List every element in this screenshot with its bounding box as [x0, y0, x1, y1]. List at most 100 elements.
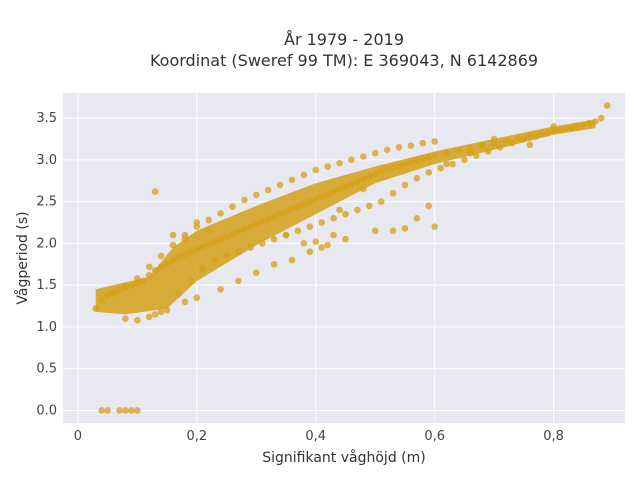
- x-axis-ticks: 0 0,2 0,4 0,6 0,8: [74, 429, 564, 444]
- data-point: [300, 171, 308, 179]
- data-point: [163, 306, 171, 314]
- y-tick-label: 3.0: [36, 153, 57, 168]
- data-point: [383, 146, 391, 154]
- y-tick-label: 3.5: [36, 111, 57, 126]
- data-point: [169, 241, 177, 249]
- data-point: [134, 275, 141, 282]
- data-point: [318, 193, 325, 200]
- data-point: [175, 290, 183, 297]
- data-point: [223, 233, 230, 240]
- data-point: [580, 121, 587, 129]
- data-point: [193, 294, 201, 301]
- point-density-band: [95, 119, 596, 315]
- data-point: [526, 141, 534, 149]
- data-point: [478, 141, 486, 149]
- data-point: [431, 152, 438, 159]
- y-tick-label: 0.5: [36, 362, 57, 377]
- data-point: [98, 296, 105, 304]
- data-points: [92, 102, 611, 414]
- data-point: [181, 298, 189, 306]
- data-point: [235, 228, 242, 235]
- data-point: [252, 220, 260, 228]
- data-point: [324, 163, 331, 170]
- data-point: [264, 186, 272, 194]
- data-point: [377, 198, 385, 205]
- data-point: [247, 244, 254, 251]
- data-point: [116, 286, 123, 293]
- data-point: [300, 240, 308, 247]
- data-point: [342, 183, 349, 190]
- data-point: [128, 281, 135, 289]
- data-point: [324, 241, 331, 249]
- data-point: [122, 315, 129, 322]
- data-point: [110, 290, 117, 297]
- data-point: [490, 135, 498, 143]
- data-point: [603, 102, 611, 109]
- data-point: [591, 118, 599, 125]
- data-point: [413, 157, 421, 164]
- data-point: [181, 250, 189, 258]
- data-point: [514, 134, 522, 142]
- data-point: [276, 210, 284, 218]
- data-point: [282, 231, 290, 239]
- data-point: [431, 138, 438, 145]
- data-point: [371, 149, 379, 157]
- data-point: [276, 181, 284, 189]
- x-tick-label: 0,6: [424, 429, 445, 444]
- data-point: [401, 181, 409, 189]
- data-point: [360, 153, 367, 160]
- data-point: [568, 124, 575, 132]
- data-point: [145, 313, 153, 321]
- data-point: [389, 189, 397, 197]
- data-point: [252, 269, 260, 276]
- data-point: [306, 248, 314, 256]
- data-point: [336, 185, 343, 193]
- data-point: [235, 248, 242, 256]
- y-tick-label: 1.5: [36, 278, 57, 293]
- y-tick-label: 2.5: [36, 195, 57, 210]
- data-point: [371, 170, 379, 178]
- x-tick-label: 0: [74, 429, 82, 444]
- data-point: [312, 195, 320, 203]
- data-point: [443, 149, 450, 157]
- data-point: [169, 256, 177, 264]
- data-point: [175, 253, 183, 261]
- data-point: [354, 206, 361, 214]
- data-point: [157, 263, 165, 271]
- data-point: [205, 240, 213, 248]
- data-point: [502, 137, 510, 144]
- y-tick-label: 2.0: [36, 236, 57, 251]
- data-point: [407, 159, 415, 166]
- data-point: [294, 203, 302, 210]
- data-point: [461, 156, 468, 164]
- data-point: [425, 154, 433, 161]
- data-point: [532, 133, 540, 140]
- data-point: [520, 135, 528, 143]
- data-point: [318, 219, 325, 226]
- data-point: [413, 215, 421, 222]
- data-point: [139, 277, 147, 285]
- data-point: [294, 227, 302, 235]
- data-point: [365, 202, 373, 210]
- data-point: [562, 124, 569, 132]
- data-point: [467, 149, 474, 157]
- data-point: [288, 176, 296, 184]
- data-point: [270, 260, 278, 268]
- data-point: [354, 178, 361, 185]
- data-point: [330, 215, 337, 222]
- data-point: [324, 190, 331, 198]
- data-point: [235, 277, 242, 285]
- data-point: [348, 156, 355, 164]
- data-point: [252, 191, 260, 199]
- data-point: [193, 245, 201, 253]
- data-point: [419, 155, 427, 163]
- data-point: [360, 185, 367, 193]
- data-point: [217, 210, 224, 217]
- data-point: [157, 252, 165, 260]
- data-point: [187, 248, 195, 256]
- data-point: [455, 147, 462, 154]
- data-point: [187, 277, 195, 285]
- data-point: [306, 198, 314, 205]
- data-point: [122, 283, 129, 291]
- data-point: [205, 227, 213, 235]
